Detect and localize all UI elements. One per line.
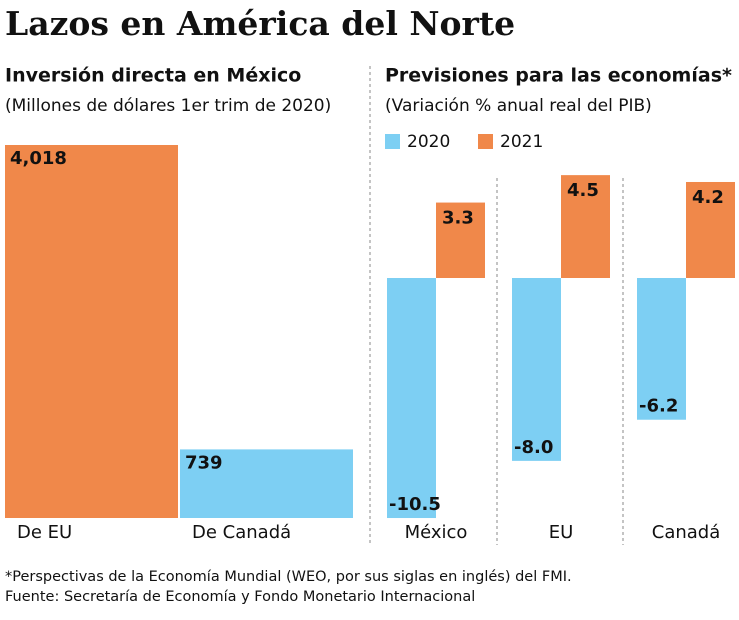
page-title: Lazos en América del Norte <box>5 4 515 43</box>
chart-title: Previsiones para las economías* <box>385 65 732 87</box>
data-label: 4.5 <box>567 180 599 201</box>
data-label: 3.3 <box>442 208 474 229</box>
bar <box>637 278 686 420</box>
bar <box>512 278 561 461</box>
data-label: -10.5 <box>389 494 441 515</box>
data-label: 4,018 <box>10 148 67 169</box>
bar <box>561 175 610 278</box>
x-tick-label: EU <box>549 522 574 543</box>
chart-subtitle: (Millones de dólares 1er trim de 2020) <box>5 96 331 116</box>
data-label: -8.0 <box>514 437 553 458</box>
x-tick-label: México <box>405 522 468 543</box>
footnote: *Perspectivas de la Economía Mundial (WE… <box>5 569 572 585</box>
chart-title: Inversión directa en México <box>5 65 301 87</box>
legend-swatch <box>385 134 400 149</box>
legend-label: 2020 <box>407 132 450 152</box>
data-label: 4.2 <box>692 187 724 208</box>
bar <box>180 449 353 518</box>
legend-label: 2021 <box>500 132 543 152</box>
legend-swatch <box>478 134 493 149</box>
data-label: 739 <box>185 452 223 473</box>
data-label: -6.2 <box>639 396 678 417</box>
bar <box>387 278 436 519</box>
bar <box>5 145 178 518</box>
bar <box>436 202 485 278</box>
x-tick-label: De Canadá <box>192 522 291 543</box>
bar <box>686 181 735 278</box>
x-tick-label: De EU <box>17 522 72 543</box>
source: Fuente: Secretaría de Economía y Fondo M… <box>5 589 475 605</box>
x-tick-label: Canadá <box>652 522 721 543</box>
chart-subtitle: (Variación % anual real del PIB) <box>385 96 652 116</box>
